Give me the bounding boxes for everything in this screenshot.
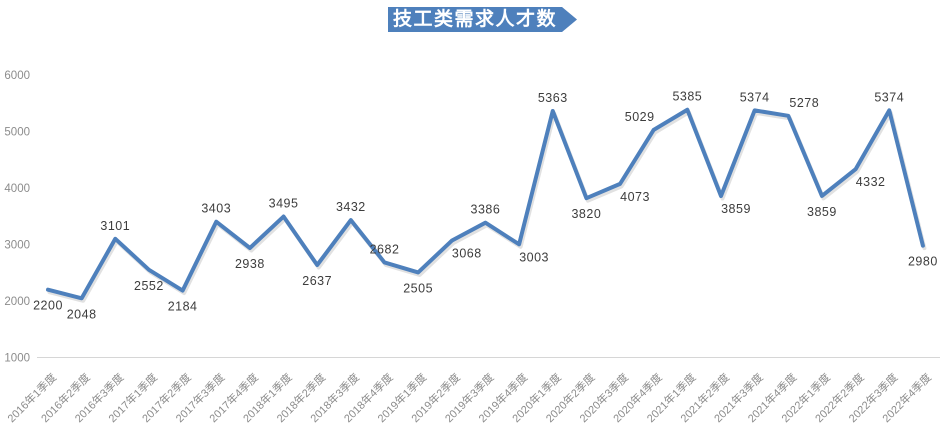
data-point-label: 2938 — [235, 257, 265, 271]
data-point-label: 3386 — [471, 203, 501, 217]
data-point-label: 3495 — [269, 197, 299, 211]
data-point-label: 3003 — [519, 250, 549, 264]
data-point-label: 2505 — [403, 281, 433, 295]
data-point-label: 4332 — [856, 175, 886, 189]
data-point-label: 2048 — [67, 307, 97, 321]
data-point-label: 2552 — [134, 279, 164, 293]
data-point-label: 2637 — [302, 274, 332, 288]
data-point-label: 3432 — [336, 200, 366, 214]
data-point-label: 3859 — [807, 205, 837, 219]
data-point-label: 5363 — [538, 91, 568, 105]
y-axis-tick-label: 1000 — [4, 353, 30, 365]
data-point-label: 3403 — [201, 202, 231, 216]
data-point-label: 2682 — [370, 242, 400, 256]
data-point-label: 5374 — [740, 90, 770, 104]
y-axis-tick-label: 5000 — [4, 127, 30, 139]
y-axis-tick-label: 2000 — [4, 296, 30, 308]
data-point-label: 2200 — [33, 299, 63, 313]
data-point-label: 2184 — [168, 300, 198, 314]
data-point-label: 2980 — [908, 255, 938, 269]
data-point-label: 5385 — [672, 90, 702, 104]
data-point-label: 5374 — [874, 90, 904, 104]
y-axis-tick-label: 4000 — [4, 183, 30, 195]
y-axis-tick-label: 6000 — [4, 70, 30, 82]
data-point-label: 3820 — [571, 207, 601, 221]
series-line — [46, 107, 925, 301]
data-point-label: 3859 — [721, 202, 751, 216]
chart-title-banner: 技工类需求人才数 — [388, 7, 577, 32]
data-point-label: 3068 — [452, 247, 482, 261]
chart-title: 技工类需求人才数 — [393, 9, 558, 30]
data-point-label: 4073 — [620, 190, 650, 204]
data-point-label: 3101 — [100, 219, 130, 233]
y-axis-tick-label: 3000 — [4, 240, 30, 252]
data-point-label: 5278 — [789, 96, 819, 110]
data-point-label: 5029 — [625, 110, 655, 124]
